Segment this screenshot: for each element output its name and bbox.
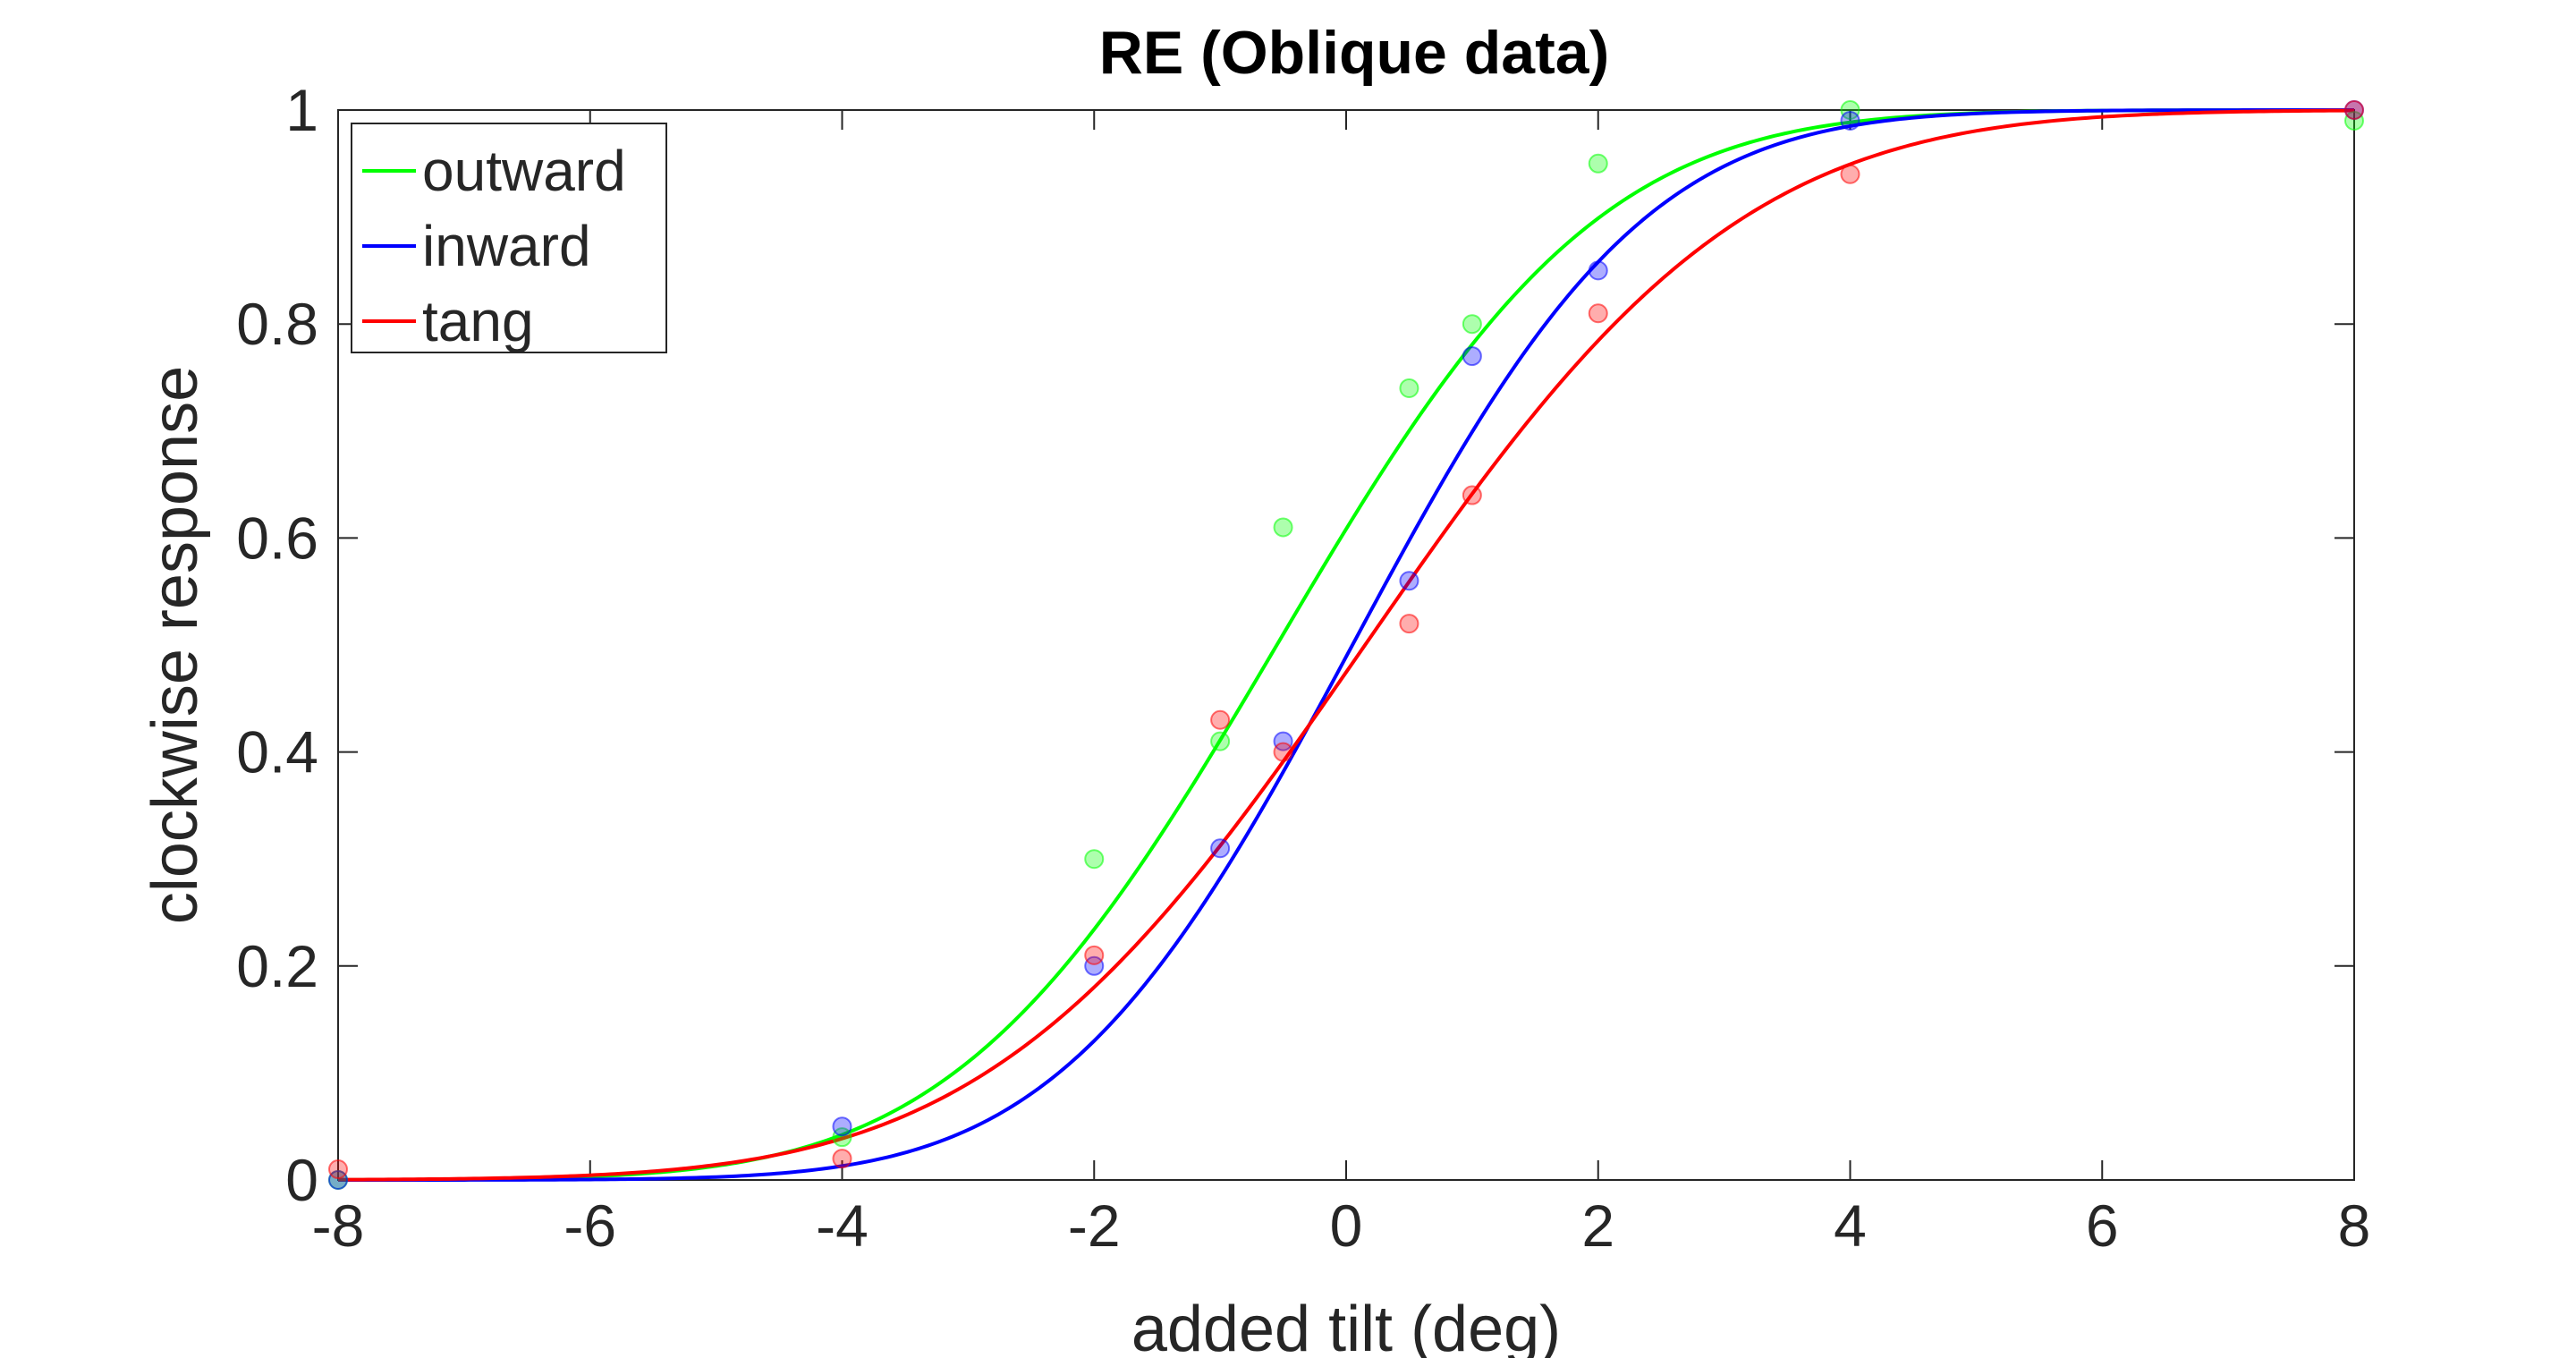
x-tick-label: -2 xyxy=(1068,1192,1121,1259)
data-point-outward xyxy=(1210,731,1231,751)
legend-label: inward xyxy=(422,214,591,278)
data-point-tang xyxy=(1588,303,1608,324)
data-point-tang xyxy=(1462,485,1482,505)
data-point-inward xyxy=(1210,838,1231,859)
x-tick-label: 2 xyxy=(1581,1192,1614,1259)
data-point-tang xyxy=(1210,709,1231,730)
x-tick-label: -4 xyxy=(816,1192,869,1259)
y-tick-label: 0.4 xyxy=(236,719,318,785)
x-tick-label: -6 xyxy=(564,1192,616,1259)
x-axis-label: added tilt (deg) xyxy=(1131,1294,1561,1358)
data-point-outward xyxy=(1588,153,1608,174)
plot-area xyxy=(337,109,2355,1181)
fit-curve-tang xyxy=(337,108,2355,1182)
x-tick-label: 8 xyxy=(2338,1192,2371,1259)
legend-box xyxy=(351,123,667,353)
y-tick-label: 1 xyxy=(285,77,318,143)
y-tick-label: 0 xyxy=(285,1147,318,1213)
x-tick-labels: -8 -6 -4 -2 0 2 4 6 8 xyxy=(312,1192,2371,1259)
y-tick-label: 0.6 xyxy=(236,505,318,571)
data-point-outward xyxy=(1084,849,1105,870)
data-point-inward xyxy=(1084,955,1105,976)
data-point-outward xyxy=(1399,378,1419,398)
data-point-tang xyxy=(1399,614,1419,634)
data-point-tang xyxy=(328,1159,348,1180)
data-point-tang xyxy=(2344,100,2364,120)
y-tick-labels: 0 0.2 0.4 0.6 0.8 1 xyxy=(236,77,318,1213)
data-point-tang xyxy=(832,1149,852,1169)
data-point-outward xyxy=(832,1127,852,1148)
data-points xyxy=(328,100,2364,1190)
legend-label: outward xyxy=(422,139,626,203)
data-point-outward xyxy=(2344,110,2364,131)
data-point-inward xyxy=(1273,731,1293,751)
data-point-outward xyxy=(1273,517,1293,538)
legend-label: tang xyxy=(422,289,534,353)
data-point-inward xyxy=(1462,346,1482,367)
y-axis-label: clockwise response xyxy=(140,366,211,924)
data-point-inward xyxy=(328,1170,348,1190)
data-point-inward xyxy=(1840,110,1860,131)
fit-curve-inward xyxy=(338,108,2354,1182)
x-tick-label: 4 xyxy=(1834,1192,1867,1259)
x-tick-label: -8 xyxy=(312,1192,365,1259)
data-point-inward xyxy=(832,1116,852,1137)
data-point-inward xyxy=(1399,571,1419,591)
data-point-tang xyxy=(1840,164,1860,184)
data-point-outward xyxy=(1462,314,1482,335)
data-point-outward xyxy=(1840,100,1860,120)
fit-curves xyxy=(337,108,2355,1182)
x-tick-label: 0 xyxy=(1330,1192,1363,1259)
y-tick-label: 0.2 xyxy=(236,933,318,999)
data-point-tang xyxy=(1273,742,1293,762)
data-point-tang xyxy=(1084,945,1105,965)
y-tick-label: 0.8 xyxy=(236,291,318,357)
chart-title: RE (Oblique data) xyxy=(1099,19,1609,87)
chart-legend: outward inward tang xyxy=(351,123,667,353)
data-point-inward xyxy=(1588,260,1608,281)
x-tick-label: 6 xyxy=(2086,1192,2119,1259)
